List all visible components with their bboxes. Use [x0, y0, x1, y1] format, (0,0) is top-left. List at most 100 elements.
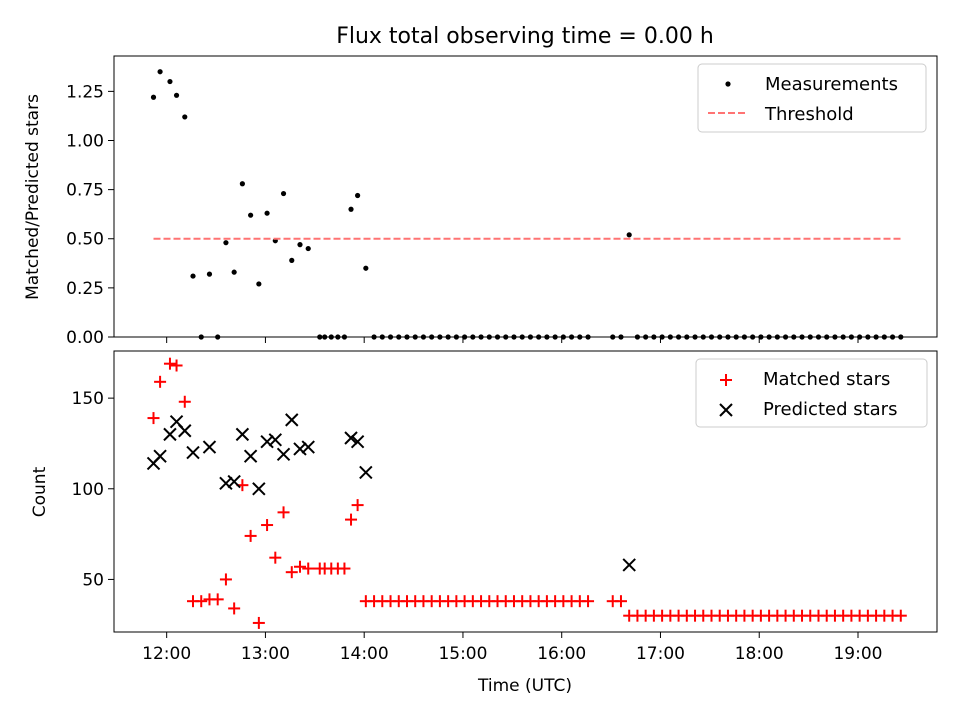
legend-threshold-label: Threshold [764, 104, 854, 125]
predicted-stars-point [260, 434, 274, 449]
predicted-stars-point [276, 447, 291, 462]
matched-stars-point [351, 499, 364, 512]
measurements-point [231, 269, 237, 275]
count-legend: Matched stars Predicted stars [695, 358, 928, 428]
predicted-stars-point [153, 449, 167, 463]
x-tick-label: 14:00 [340, 644, 389, 664]
measurements-point [239, 181, 245, 187]
predicted-stars-point [268, 433, 283, 447]
matched-stars-point [338, 562, 351, 575]
matched-stars-point [163, 357, 176, 370]
matched-stars-point [211, 593, 224, 606]
x-tick-label: 17:00 [636, 644, 685, 664]
predicted-stars-point [344, 431, 358, 445]
legend-measurements-swatch [725, 81, 731, 87]
measurements-point [206, 271, 213, 277]
y-tick-label: 50 [82, 570, 104, 590]
y-tick-label: 0.00 [66, 328, 104, 348]
x-tick-label: 18:00 [735, 644, 784, 664]
predicted-stars-point [285, 413, 299, 427]
predicted-stars-point [622, 558, 636, 572]
matched-stars-point [228, 602, 241, 615]
ratio-panel: 0.00 0.25 0.50 0.75 1.00 1.25 Matched/Predict… [23, 55, 938, 348]
measurements-point [150, 94, 157, 100]
measurements-point [355, 192, 361, 199]
predicted-stars-point [178, 424, 192, 438]
measurements-point [167, 78, 173, 85]
predicted-stars-point [186, 445, 200, 460]
y-tick-label: 1.25 [66, 82, 104, 102]
measurements-point [280, 190, 287, 197]
measurements-point [348, 206, 354, 212]
matched-stars-point [285, 566, 298, 579]
measurements-point [248, 212, 254, 218]
legend-predicted-label: Predicted stars [763, 399, 897, 420]
predicted-stars-point [235, 427, 250, 442]
y-tick-label: 150 [72, 389, 104, 409]
count-legend-box [695, 358, 928, 428]
measurements-point [190, 273, 196, 279]
matched-stars-point [154, 375, 167, 388]
predicted-stars-point [163, 427, 177, 442]
measurements-point [256, 281, 262, 287]
matched-stars-point [345, 513, 358, 526]
measurements-point [264, 210, 270, 216]
x-tick-label: 15:00 [438, 644, 487, 664]
ratio-y-axis-label: Matched/Predicted stars [23, 94, 43, 300]
matched-stars-point [195, 595, 208, 608]
predicted-stars-point [350, 434, 365, 449]
y-tick-label: 100 [72, 480, 104, 500]
measurements-point [363, 265, 369, 271]
y-tick-label: 0.25 [66, 279, 104, 299]
predicted-stars-point [219, 476, 233, 491]
legend-matched-swatch [720, 374, 732, 386]
x-tick-label: 12:00 [142, 644, 191, 664]
matched-stars-point [293, 560, 306, 573]
matched-stars-point [582, 595, 595, 608]
x-tick-label: 19:00 [833, 644, 882, 664]
ratio-plot-frame [113, 55, 938, 338]
matched-stars-point [147, 412, 160, 425]
predicted-stars-point [252, 482, 266, 496]
matched-stars-point [178, 395, 191, 408]
measurements-point [297, 242, 303, 248]
matched-stars-point [269, 551, 282, 564]
matched-stars-point [244, 529, 257, 542]
predicted-stars-point [227, 474, 241, 489]
y-tick-label: 1.00 [66, 131, 104, 151]
predicted-stars-point [293, 442, 307, 456]
matched-stars-point [170, 359, 183, 372]
measurements-point [626, 232, 632, 238]
ratio-legend: Measurements Threshold [697, 63, 927, 133]
legend-matched-label: Matched stars [763, 369, 890, 390]
legend-predicted-swatch [719, 403, 733, 417]
matched-stars-point [252, 616, 265, 629]
measurements-point [223, 240, 229, 246]
predicted-stars-point [301, 440, 315, 454]
x-tick-label: 13:00 [241, 644, 290, 664]
matched-stars-point [614, 595, 627, 608]
matched-stars-point [302, 562, 315, 575]
count-panel: 12:00 13:00 14:00 15:00 16:00 17:00 18:00 19:00… [30, 350, 938, 664]
ratio-legend-box [697, 63, 927, 133]
matched-stars-point [261, 519, 274, 532]
matched-stars-point [219, 573, 232, 586]
measurements-point [173, 92, 180, 98]
x-axis-label: Time (UTC) [477, 676, 572, 696]
chart-title: Flux total observing time = 0.00 h [336, 24, 714, 49]
predicted-stars-point [243, 449, 258, 463]
count-plot-frame [113, 350, 938, 633]
matched-stars-point [277, 506, 290, 519]
y-tick-label: 0.75 [66, 181, 104, 201]
measurements-point [182, 114, 188, 120]
x-tick-label: 16:00 [537, 644, 586, 664]
y-tick-label: 0.50 [66, 230, 104, 250]
measurements-point [289, 257, 295, 263]
predicted-stars-point [359, 465, 373, 480]
legend-measurements-label: Measurements [765, 74, 898, 95]
measurements-point [157, 69, 163, 75]
matched-stars-point [894, 609, 907, 622]
count-y-axis-label: Count [30, 466, 50, 517]
predicted-stars-point [202, 440, 217, 454]
